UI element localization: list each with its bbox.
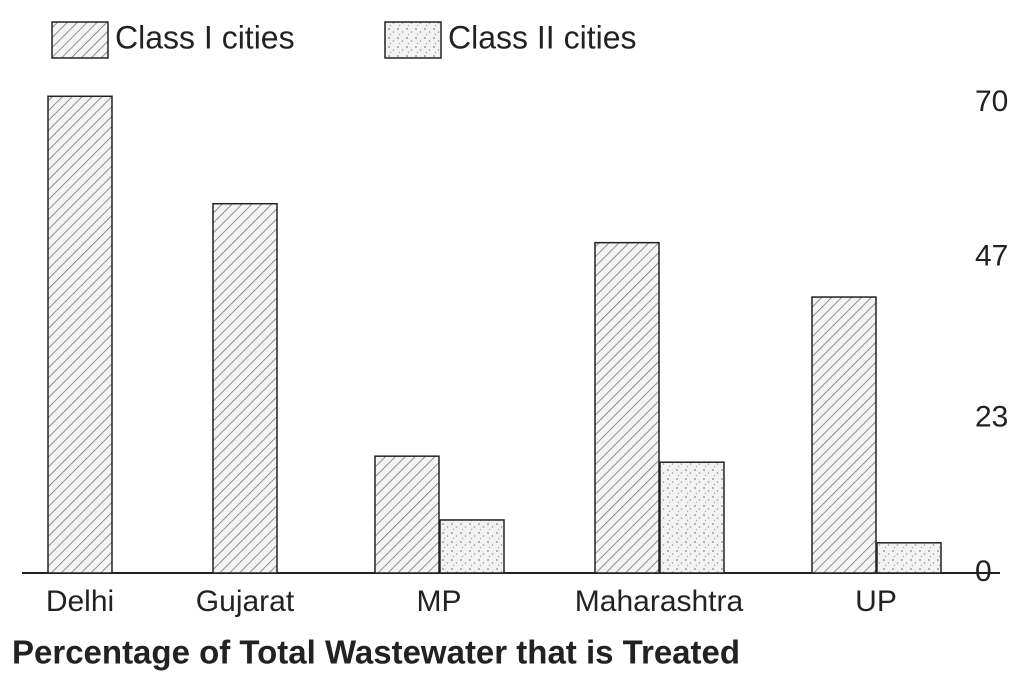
legend-swatch xyxy=(384,21,442,59)
bar xyxy=(659,461,725,574)
x-tick-label: Delhi xyxy=(46,585,114,618)
legend-label: Class I cities xyxy=(115,19,295,55)
bar xyxy=(876,542,942,574)
bar xyxy=(811,296,877,574)
chart-title: Percentage of Total Wastewater that is T… xyxy=(12,634,740,671)
y-tick-label: 70 xyxy=(975,85,1008,118)
y-tick-label: 0 xyxy=(975,555,992,588)
y-tick-label: 47 xyxy=(975,239,1008,272)
bar xyxy=(374,455,440,574)
y-tick-label: 23 xyxy=(975,400,1008,433)
bar xyxy=(439,519,505,574)
bar xyxy=(212,202,278,574)
legend-swatch xyxy=(51,21,109,59)
bar xyxy=(594,241,660,574)
x-tick-label: Gujarat xyxy=(196,585,295,618)
x-tick-label: MP xyxy=(417,585,462,618)
x-tick-label: UP xyxy=(855,585,897,618)
bar xyxy=(47,95,113,574)
legend-label: Class II cities xyxy=(448,19,636,55)
x-tick-label: Maharashtra xyxy=(575,585,744,618)
